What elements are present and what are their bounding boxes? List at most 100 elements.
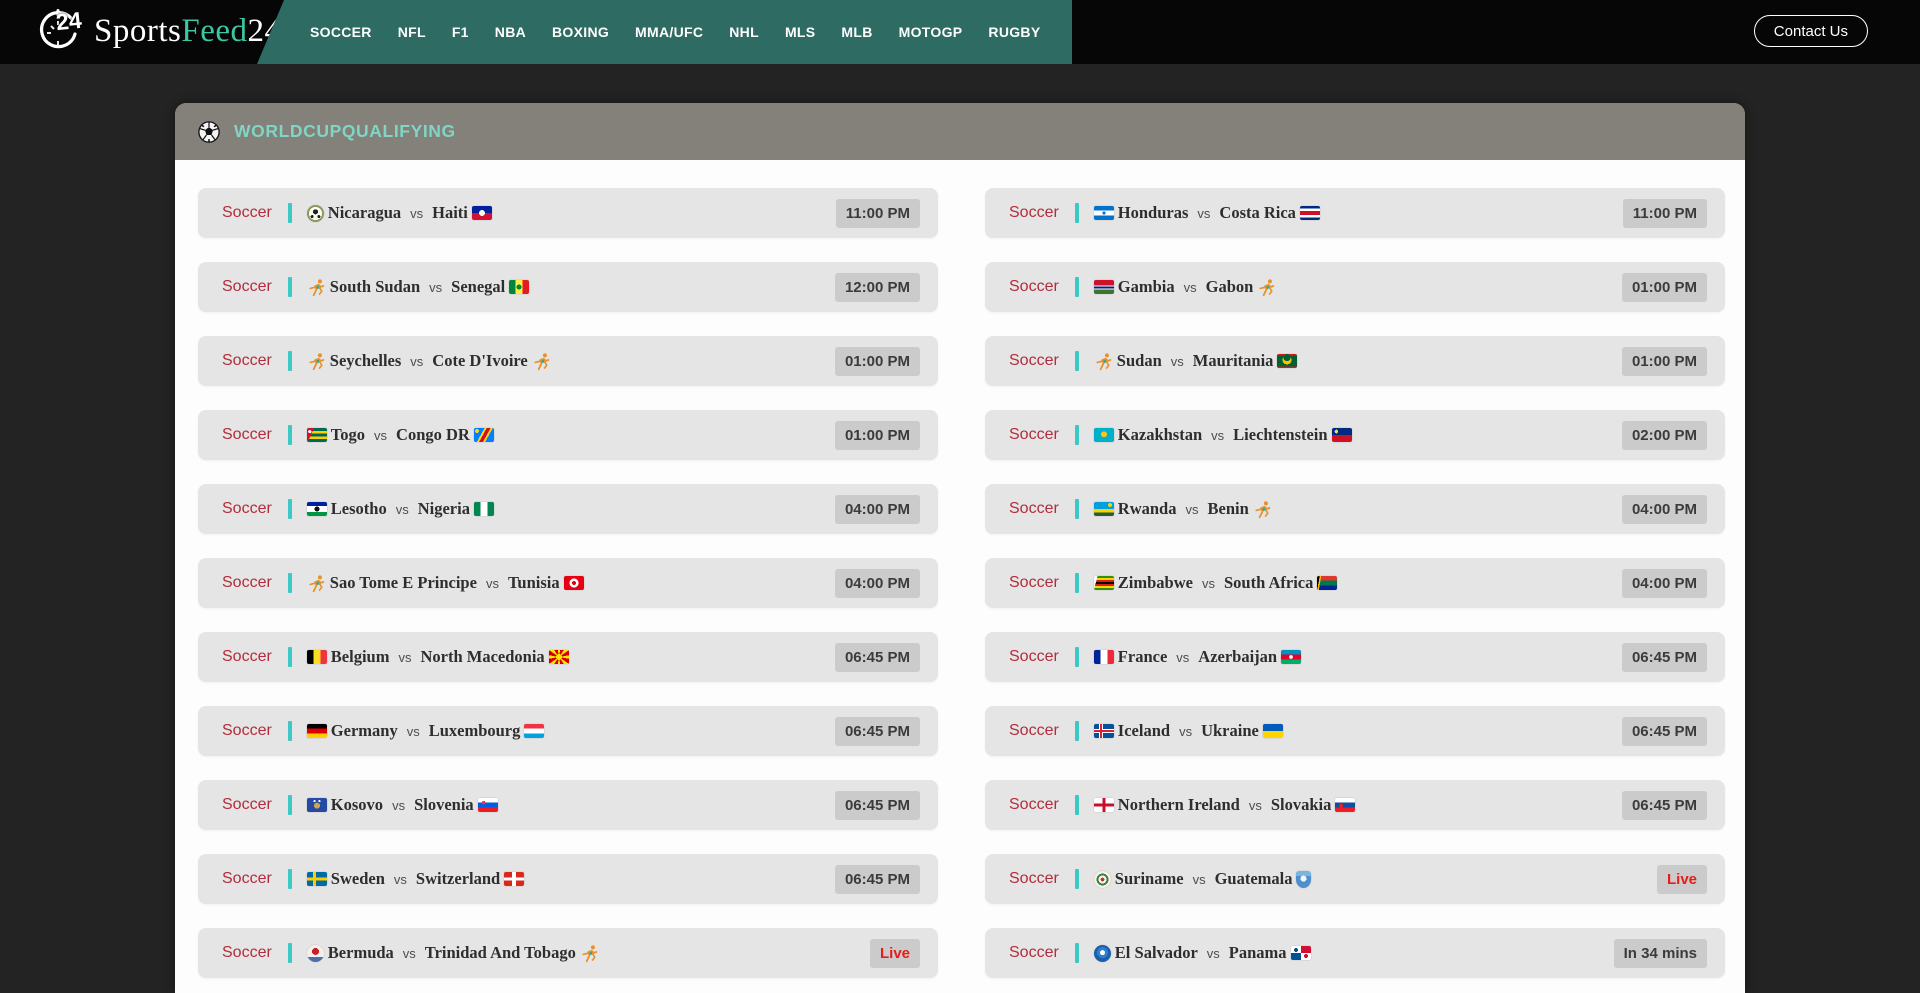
sport-label[interactable]: Soccer	[222, 500, 272, 517]
home-team-name: Belgium	[330, 647, 390, 666]
home-team-name: Zimbabwe	[1117, 573, 1193, 592]
nav-item-motogp[interactable]: MOTOGP	[898, 24, 963, 40]
sport-label[interactable]: Soccer	[1009, 796, 1059, 813]
time-badge: 06:45 PM	[834, 716, 920, 746]
vs-label: vs	[1211, 427, 1225, 443]
teams: Lesotho vs Nigeria	[306, 499, 494, 519]
teal-divider	[1074, 721, 1079, 741]
time-badge: 01:00 PM	[1621, 346, 1707, 376]
flag-bermuda-icon	[306, 944, 324, 962]
match-row[interactable]: Soccer Suriname vs Guatemala Live	[985, 854, 1725, 904]
match-row[interactable]: Soccer Kosovo vs Slovenia 06:45 PM	[198, 780, 938, 830]
flag-costa-rica-icon	[1299, 206, 1320, 220]
teams: Northern Ireland vs Slovakia	[1093, 795, 1356, 815]
away-team-name: Mauritania	[1192, 351, 1274, 370]
nav-item-mls[interactable]: MLS	[784, 24, 816, 40]
sport-label[interactable]: Soccer	[222, 278, 272, 295]
away-team-name: Azerbaijan	[1198, 647, 1278, 666]
nav-item-mlb[interactable]: MLB	[841, 24, 873, 40]
flag-south-sudan-icon	[307, 278, 326, 297]
match-row[interactable]: Soccer Lesotho vs Nigeria 04:00 PM	[198, 484, 938, 534]
nav-item-f1[interactable]: F1	[451, 24, 469, 40]
match-row[interactable]: Soccer Zimbabwe vs South Africa 04:00 PM	[985, 558, 1725, 608]
sport-label[interactable]: Soccer	[222, 796, 272, 813]
sport-label[interactable]: Soccer	[1009, 870, 1059, 887]
teams: Bermuda vs Trinidad And Tobago	[306, 943, 599, 963]
league-header: WORLDCUPQUALIFYING	[175, 103, 1745, 160]
match-row[interactable]: Soccer Nicaragua vs Haiti 11:00 PM	[198, 188, 938, 238]
contact-us-button[interactable]: Contact Us	[1753, 15, 1868, 47]
match-row[interactable]: Soccer Seychelles vs Cote D'Ivoire 01:00 PM	[198, 336, 938, 386]
nav-item-nba[interactable]: NBA	[494, 24, 527, 40]
nav-item-mma-ufc[interactable]: MMA/UFC	[635, 24, 704, 40]
match-row[interactable]: Soccer Gambia vs Gabon 01:00 PM	[985, 262, 1725, 312]
sport-label[interactable]: Soccer	[1009, 648, 1059, 665]
match-row[interactable]: Soccer Sudan vs Mauritania 01:00 PM	[985, 336, 1725, 386]
vs-label: vs	[1248, 797, 1262, 813]
sport-label[interactable]: Soccer	[222, 204, 272, 221]
vs-label: vs	[1206, 945, 1220, 961]
nav-item-rugby[interactable]: RUGBY	[988, 24, 1041, 40]
nav-item-nfl[interactable]: NFL	[397, 24, 426, 40]
flag-honduras-icon	[1093, 206, 1114, 220]
home-team-name: Sweden	[330, 869, 385, 888]
vs-label: vs	[402, 945, 416, 961]
flag-nigeria-icon	[473, 502, 494, 516]
sport-label[interactable]: Soccer	[1009, 204, 1059, 221]
brand-logo[interactable]: 24 SportsFeed24	[34, 6, 282, 56]
time-badge: 06:45 PM	[1621, 642, 1707, 672]
match-row[interactable]: Soccer Togo vs Congo DR 01:00 PM	[198, 410, 938, 460]
vs-label: vs	[395, 501, 409, 517]
vs-label: vs	[393, 871, 407, 887]
match-row[interactable]: Soccer Rwanda vs Benin 04:00 PM	[985, 484, 1725, 534]
flag-kosovo-icon	[306, 798, 327, 812]
nav-item-boxing[interactable]: BOXING	[552, 24, 610, 40]
sport-label[interactable]: Soccer	[1009, 722, 1059, 739]
match-row[interactable]: Soccer Northern Ireland vs Slovakia 06:45 PM	[985, 780, 1725, 830]
flag-luxembourg-icon	[524, 724, 545, 738]
time-badge: 02:00 PM	[1621, 420, 1707, 450]
flag-rwanda-icon	[1093, 502, 1114, 516]
vs-label: vs	[429, 279, 443, 295]
match-row[interactable]: Soccer Bermuda vs Trinidad And Tobago Live	[198, 928, 938, 978]
sport-label[interactable]: Soccer	[1009, 426, 1059, 443]
sport-label[interactable]: Soccer	[222, 352, 272, 369]
flag-azerbaijan-icon	[1281, 650, 1302, 664]
sport-label[interactable]: Soccer	[222, 870, 272, 887]
flag-lesotho-icon	[306, 502, 327, 516]
match-row[interactable]: Soccer South Sudan vs Senegal 12:00 PM	[198, 262, 938, 312]
sport-label[interactable]: Soccer	[222, 722, 272, 739]
sport-label[interactable]: Soccer	[1009, 500, 1059, 517]
match-row[interactable]: Soccer Belgium vs North Macedonia 06:45 PM	[198, 632, 938, 682]
sport-label[interactable]: Soccer	[1009, 574, 1059, 591]
away-team-name: Liechtenstein	[1233, 425, 1328, 444]
sport-label[interactable]: Soccer	[1009, 944, 1059, 961]
match-row[interactable]: Soccer France vs Azerbaijan 06:45 PM	[985, 632, 1725, 682]
away-team-name: Ukraine	[1201, 721, 1259, 740]
match-row[interactable]: Soccer Sao Tome E Principe vs Tunisia 04:00 …	[198, 558, 938, 608]
match-row[interactable]: Soccer Sweden vs Switzerland 06:45 PM	[198, 854, 938, 904]
teal-divider	[1074, 573, 1079, 593]
away-team-name: Slovenia	[414, 795, 474, 814]
nav-item-soccer[interactable]: SOCCER	[310, 24, 372, 40]
sport-label[interactable]: Soccer	[222, 426, 272, 443]
match-row[interactable]: Soccer Kazakhstan vs Liechtenstein 02:00 PM	[985, 410, 1725, 460]
away-team-name: Guatemala	[1214, 869, 1293, 888]
match-row[interactable]: Soccer El Salvador vs Panama In 34 mins	[985, 928, 1725, 978]
sport-label[interactable]: Soccer	[222, 574, 272, 591]
sport-label[interactable]: Soccer	[222, 944, 272, 961]
teal-divider	[287, 869, 292, 889]
flag-ukraine-icon	[1262, 724, 1283, 738]
nav-item-nhl[interactable]: NHL	[729, 24, 759, 40]
flag-suriname-icon	[1093, 870, 1111, 888]
sport-label[interactable]: Soccer	[1009, 278, 1059, 295]
match-row[interactable]: Soccer Honduras vs Costa Rica 11:00 PM	[985, 188, 1725, 238]
match-row[interactable]: Soccer Germany vs Luxembourg 06:45 PM	[198, 706, 938, 756]
match-row[interactable]: Soccer Iceland vs Ukraine 06:45 PM	[985, 706, 1725, 756]
sport-label[interactable]: Soccer	[222, 648, 272, 665]
sport-label[interactable]: Soccer	[1009, 352, 1059, 369]
flag-guatemala-icon	[1296, 870, 1312, 888]
time-badge: 04:00 PM	[834, 568, 920, 598]
vs-label: vs	[1201, 575, 1215, 591]
time-badge: 06:45 PM	[834, 642, 920, 672]
